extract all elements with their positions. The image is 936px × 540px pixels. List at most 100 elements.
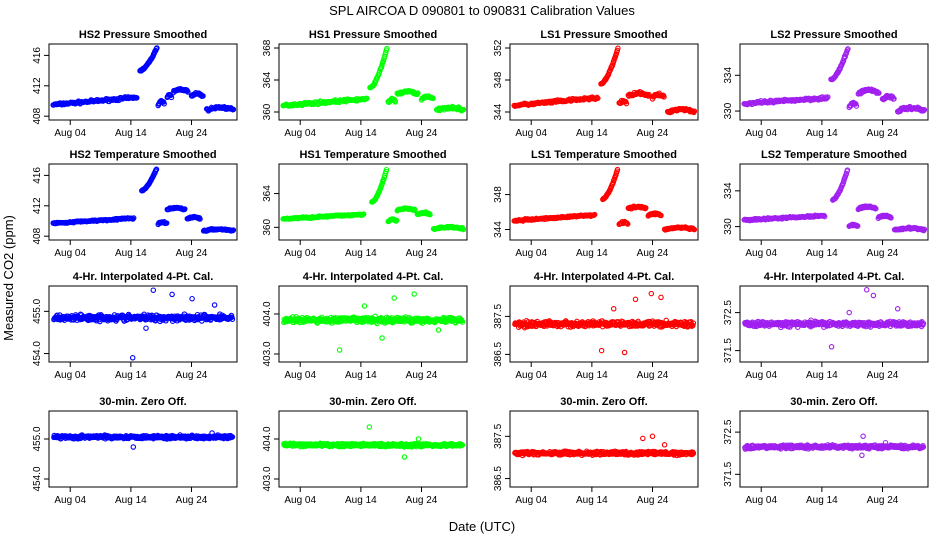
data-point [658, 294, 664, 301]
data-points [742, 433, 927, 459]
plot-frame [278, 410, 468, 488]
x-tick-label: Aug 24 [176, 370, 208, 381]
x-tick-label: Aug 14 [576, 128, 608, 139]
y-tick-label: 412 [32, 197, 43, 214]
plot-frame [739, 410, 929, 488]
figure-title: SPL AIRCOA D 090801 to 090831 Calibratio… [329, 3, 635, 18]
x-tick-label: Aug 14 [345, 370, 377, 381]
panel-3-0: 30-min. Zero Off.Aug 04 Aug 14 Aug 24454.0… [32, 396, 238, 506]
data-point [200, 93, 206, 99]
data-point [229, 434, 236, 440]
data-point [863, 287, 870, 293]
x-tick-label: Aug 14 [806, 248, 838, 259]
data-point [459, 319, 466, 325]
data-point [640, 435, 646, 442]
data-point [921, 226, 928, 233]
panel-title: 4-Hr. Interpolated 4-Pt. Cal. [303, 271, 444, 283]
data-point [169, 291, 175, 298]
data-point [624, 221, 631, 227]
x-tick-label: Aug 24 [867, 370, 899, 381]
data-point [134, 95, 140, 101]
data-points [742, 287, 927, 350]
panel-title: HS1 Temperature Smoothed [299, 149, 446, 161]
x-tick-label: Aug 14 [115, 495, 147, 506]
data-point [401, 454, 408, 460]
x-tick-label: Aug 04 [284, 248, 316, 259]
data-point [843, 170, 850, 177]
data-point [379, 335, 385, 341]
x-tick-label: Aug 24 [406, 248, 438, 259]
data-point [691, 226, 698, 233]
plot-frame [48, 410, 238, 488]
data-point [646, 91, 652, 98]
y-tick-label: 454.0 [32, 466, 43, 491]
data-point [594, 94, 600, 101]
x-tick-label: Aug 04 [515, 495, 547, 506]
panel-2-0: 4-Hr. Interpolated 4-Pt. Cal.Aug 04 Aug 1… [32, 271, 238, 381]
data-points [741, 46, 928, 115]
data-point [130, 444, 137, 450]
x-tick-label: Aug 24 [176, 248, 208, 259]
panel-2-2: 4-Hr. Interpolated 4-Pt. Cal.Aug 04 Aug 1… [493, 271, 699, 381]
x-tick-label: Aug 14 [345, 128, 377, 139]
plot-frame [509, 410, 699, 488]
plot-frame [48, 285, 238, 363]
y-tick-label: 387.5 [493, 423, 504, 448]
x-tick-label: Aug 04 [515, 370, 547, 381]
plot-frame [278, 285, 468, 363]
panel-3-3: 30-min. Zero Off.Aug 04 Aug 14 Aug 24371.5… [723, 396, 929, 506]
plot-frame [509, 285, 699, 363]
x-tick-label: Aug 14 [115, 248, 147, 259]
x-axis-label: Date (UTC) [449, 519, 515, 534]
data-point [824, 95, 830, 101]
data-point [366, 424, 373, 430]
data-points [50, 45, 237, 114]
data-point [658, 212, 664, 219]
panel-title: 4-Hr. Interpolated 4-Pt. Cal. [764, 271, 905, 283]
y-tick-label: 372.5 [723, 300, 734, 325]
panel-title: 30-min. Zero Off. [790, 396, 877, 408]
panel-2-3: 4-Hr. Interpolated 4-Pt. Cal.Aug 04 Aug 1… [723, 271, 929, 381]
data-point [460, 106, 467, 113]
panel-title: 30-min. Zero Off. [99, 396, 186, 408]
data-point [411, 291, 417, 297]
x-tick-label: Aug 04 [284, 370, 316, 381]
data-point [361, 303, 368, 309]
data-point [643, 205, 649, 211]
data-point [189, 295, 195, 302]
data-point [211, 302, 218, 308]
data-point [598, 347, 605, 354]
data-point [168, 94, 175, 101]
data-point [891, 95, 897, 102]
data-point [209, 430, 215, 436]
panel-title: LS1 Pressure Smoothed [540, 29, 667, 41]
x-tick-label: Aug 14 [806, 128, 838, 139]
data-point [846, 309, 852, 316]
data-point [661, 94, 667, 100]
y-tick-label: 403.0 [262, 466, 273, 491]
y-tick-label: 386.5 [493, 341, 504, 366]
data-point [828, 344, 835, 350]
data-point [391, 295, 397, 301]
plot-frame [48, 43, 238, 121]
data-point [412, 206, 418, 213]
data-point [392, 99, 399, 105]
x-tick-label: Aug 04 [515, 128, 547, 139]
data-point [379, 62, 385, 68]
y-tick-label: 371.5 [723, 338, 734, 363]
panel-2-1: 4-Hr. Interpolated 4-Pt. Cal. Aug 04 Aug 1… [262, 271, 468, 381]
x-tick-label: Aug 14 [115, 128, 147, 139]
data-point [894, 306, 901, 312]
data-point [430, 95, 436, 102]
y-tick-label: 360 [262, 103, 273, 120]
y-tick-label: 344 [493, 221, 504, 238]
data-point [460, 226, 467, 233]
data-point [825, 94, 831, 100]
data-points [281, 424, 466, 460]
x-tick-label: Aug 14 [345, 495, 377, 506]
data-point [853, 103, 860, 109]
